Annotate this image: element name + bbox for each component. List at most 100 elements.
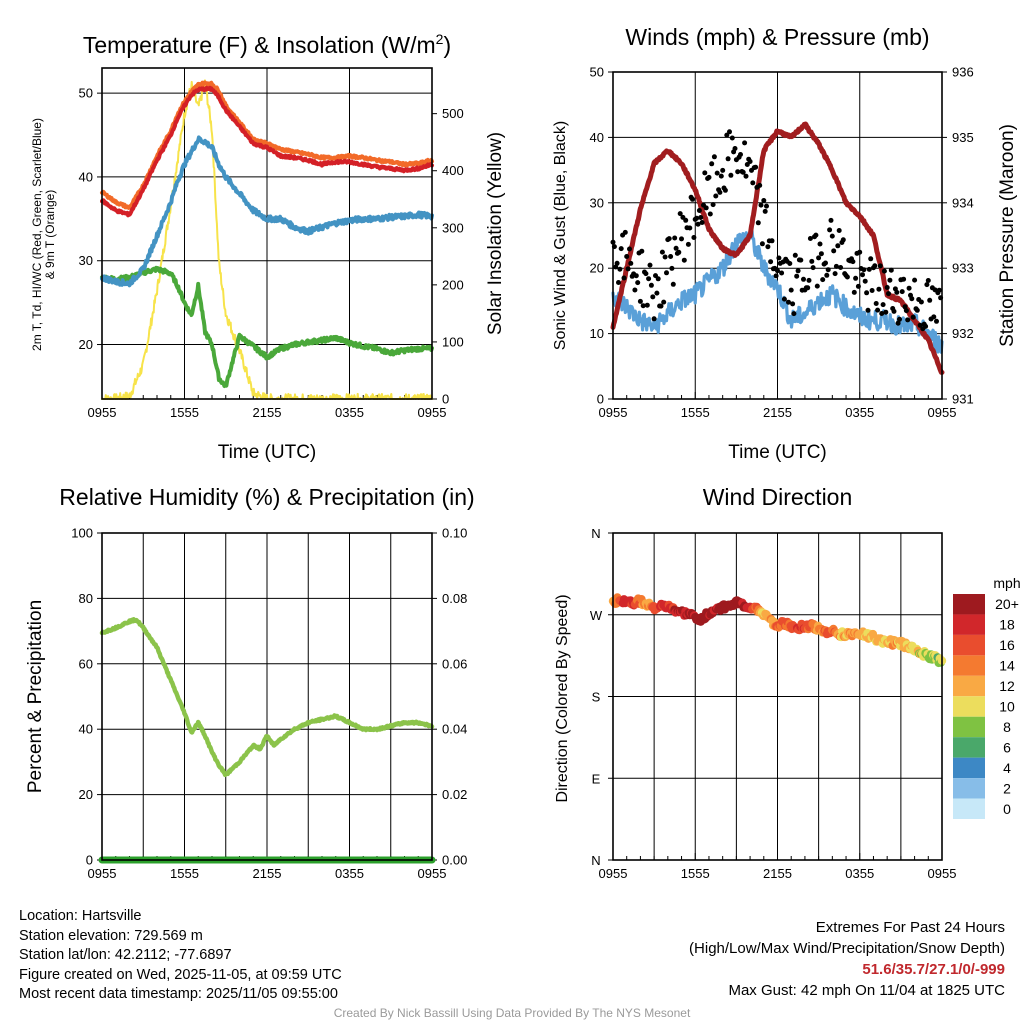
wind-gust-point [755,220,761,226]
wind-gust-point [628,260,634,266]
wind-gust-point [817,241,823,247]
wind-gust-point [643,271,649,277]
dir-y-tick-label: S [592,690,601,705]
rh-chart-title: Relative Humidity (%) & Precipitation (i… [59,484,474,510]
wind-gust-point [622,229,628,235]
wind-gust-point [624,254,630,259]
rh-y-axis-label: Percent & Precipitation [25,600,46,793]
wind-gust-point [664,270,669,276]
wind-gust-point [738,152,743,157]
wind-gust-point [857,249,863,255]
rh-y-tick-label: 100 [71,526,93,541]
wind-gust-point [651,316,657,322]
wind-gust-point [761,198,767,203]
wind-gust-point [661,299,667,305]
wind-gust-point [725,156,731,162]
wind-gust-point [825,267,831,273]
wind-gust-point [838,265,844,270]
wind-gust-point [676,249,682,255]
temp-series-2m-t [100,85,434,218]
wind-gust-point [798,257,804,263]
wind-gust-point [632,287,638,293]
wind-gust-point [647,262,653,268]
temp-x-tick-label: 0955 [88,405,117,420]
colorbar-unit-label: mph [993,575,1020,591]
dir-y-tick-label: N [591,526,600,541]
wind-gust-point [669,265,675,271]
wind-gust-point [781,296,787,302]
wind-gust-point [759,241,765,247]
wind-chart-title: Winds (mph) & Pressure (mb) [625,24,929,50]
wind-gust-point [668,254,674,259]
colorbar-label: 0 [1003,801,1011,817]
wind-gust-point [792,252,798,258]
wind-gust-point [740,169,746,175]
wind-gust-point [880,302,886,308]
colorbar-label: 2 [1003,780,1011,796]
wind-gust-point [698,215,704,220]
colorbar-label: 14 [999,658,1015,674]
wind-gust-point [773,273,779,279]
wind-gust-point [790,301,796,307]
wind-y2-axis-label: Station Pressure (Maroon) [997,124,1018,347]
rh-y2-tick-label: 0.04 [442,722,467,737]
extremes-values: 51.6/35.7/27.1/0/-999 [862,961,1005,978]
created-text: Figure created on Wed, 2025-11-05, at 09… [19,966,342,983]
wind-gust-point [711,154,717,160]
wind-y-tick-label: 0 [597,392,604,407]
wind-gust-point [879,311,885,316]
wind-gust-point [787,261,793,266]
latlon-text: Station lat/lon: 42.2112; -77.6897 [19,947,232,964]
wind-y2-tick-label: 934 [952,195,974,210]
wind-gust-point [925,278,931,283]
wind-gust-point [869,288,875,293]
dir-x-tick-label: 0955 [928,866,957,881]
wind-gust-point [853,275,859,281]
temp-series-hi-wc [100,135,434,288]
wind-gust-point [758,202,764,208]
temp-y2-tick-label: 300 [442,220,464,235]
dir-x-tick-label: 0955 [599,866,628,881]
colorbar-label: 18 [999,617,1015,633]
wind-gust-point [616,280,621,285]
wind-gust-point [873,301,879,306]
wind-gust-point [699,220,705,225]
wind-gust-point [706,174,712,180]
wind-gust-point [831,248,837,254]
wind-gust-point [895,320,901,326]
wind-gust-point [897,316,902,322]
wind-gust-point [805,285,811,291]
temp-x-tick-label: 2155 [253,405,282,420]
wind-x-axis-label: Time (UTC) [728,442,827,463]
wind-gust-point [757,182,763,188]
wind-y-axis-label: Sonic Wind & Gust (Blue, Black) [552,121,569,350]
wind-gust-point [899,289,905,295]
colorbar-swatch [953,778,985,799]
temp-series-td [100,265,434,389]
wind-gust-point [809,258,815,264]
wind-gust-point [679,236,684,242]
dir-y-tick-label: W [590,608,603,623]
wind-gust-point [709,161,715,167]
wind-gust-point [909,296,915,302]
wind-gust-point [905,317,911,323]
rh-y2-tick-label: 0.02 [442,787,467,802]
wind-gust-point [883,309,889,315]
colorbar-swatch [953,594,985,615]
wind-gust-point [633,273,639,279]
extremes-fields: (High/Low/Max Wind/Precipitation/Snow De… [689,940,1005,957]
wind-gust-point [931,314,937,320]
wind-gust-point [707,211,713,217]
wind-gust-point [618,246,624,252]
recent-text: Most recent data timestamp: 2025/11/05 0… [19,986,338,1003]
colorbar-label: 10 [999,699,1015,715]
wind-gust-point [710,202,716,208]
rh-x-tick-label: 2155 [253,866,282,881]
wind-gust-point [687,225,693,231]
location-text: Location: Hartsville [19,908,142,924]
wind-gust-point [662,254,668,260]
wind-gust-point [823,260,828,266]
colorbar-swatch [953,757,985,779]
wind-gust-point [658,303,664,309]
